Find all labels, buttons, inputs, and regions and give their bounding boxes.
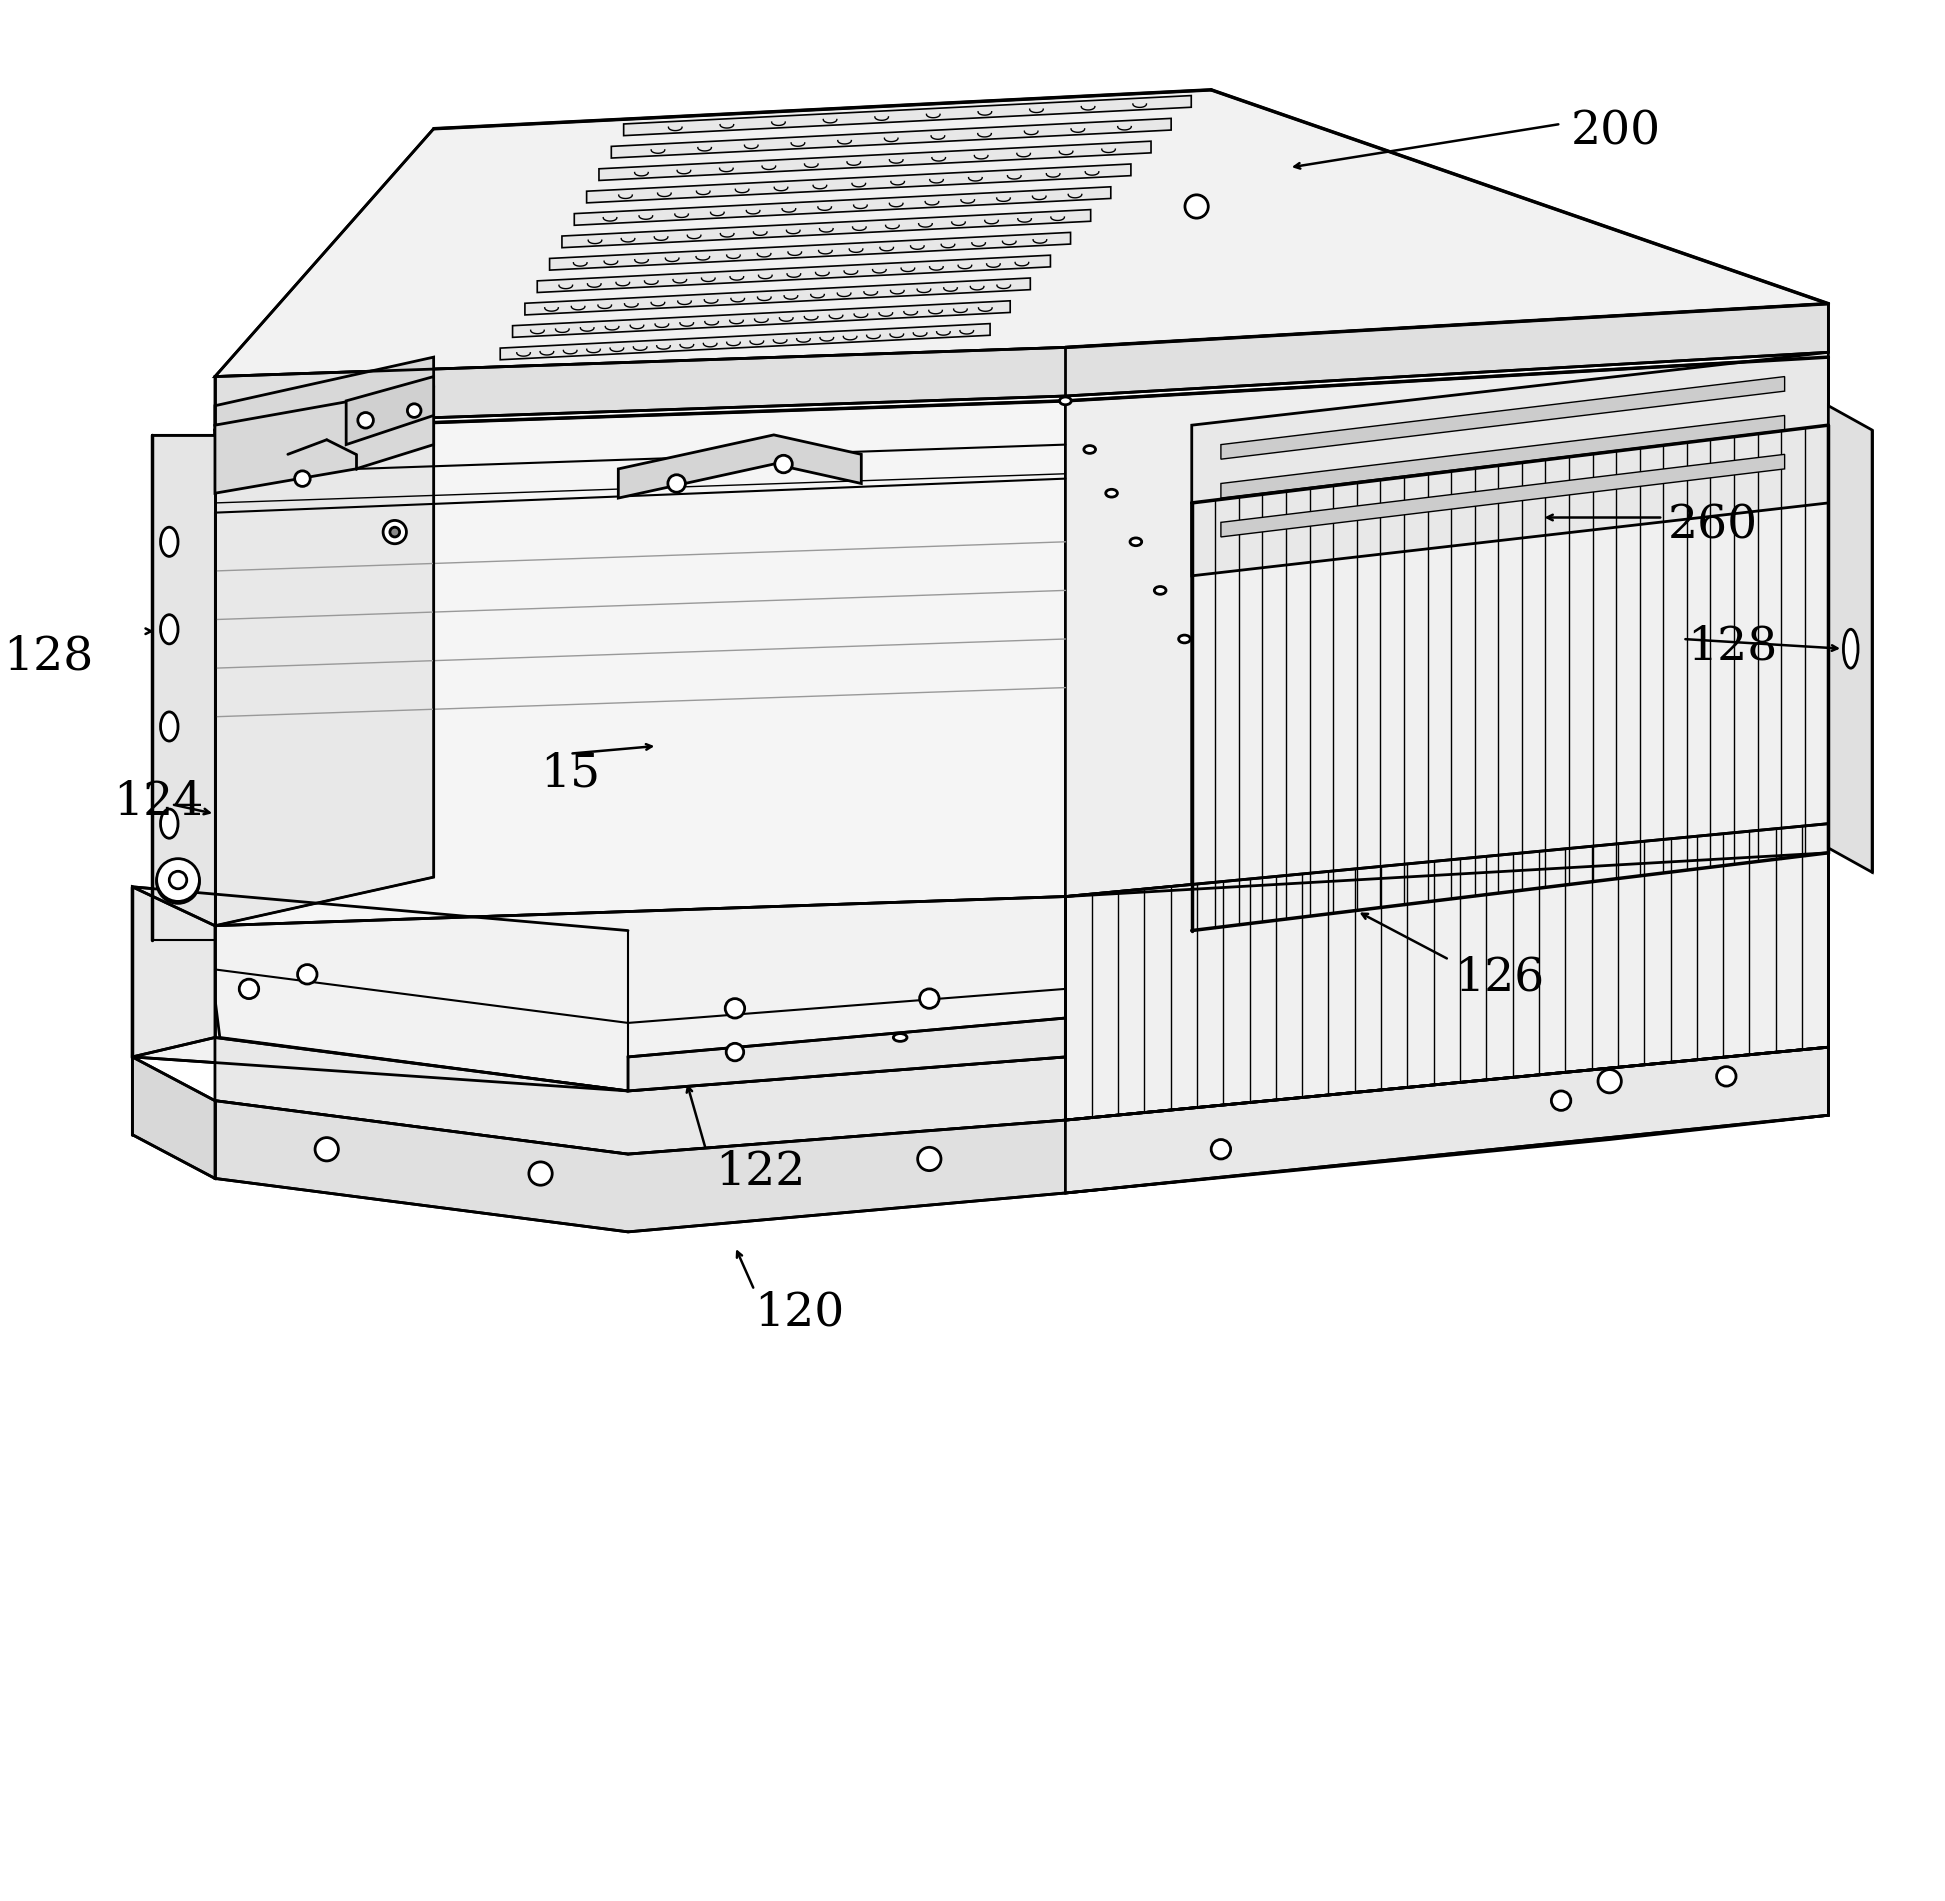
Ellipse shape: [161, 614, 179, 644]
Polygon shape: [1066, 357, 1828, 897]
Circle shape: [315, 1137, 338, 1162]
Ellipse shape: [161, 810, 179, 838]
Polygon shape: [1221, 376, 1786, 460]
Ellipse shape: [1130, 538, 1142, 546]
Polygon shape: [1221, 454, 1786, 536]
Polygon shape: [216, 386, 434, 926]
Polygon shape: [624, 95, 1190, 135]
Polygon shape: [587, 163, 1130, 203]
Circle shape: [358, 413, 373, 428]
Polygon shape: [346, 376, 434, 445]
Polygon shape: [132, 1057, 216, 1179]
Text: 128: 128: [4, 635, 93, 679]
Circle shape: [918, 1148, 941, 1171]
Circle shape: [725, 998, 745, 1019]
Text: 260: 260: [1669, 504, 1758, 547]
Ellipse shape: [1844, 629, 1857, 667]
Ellipse shape: [1179, 635, 1190, 643]
Circle shape: [169, 871, 187, 890]
Polygon shape: [152, 435, 216, 941]
Polygon shape: [1066, 1047, 1828, 1194]
Polygon shape: [611, 118, 1171, 158]
Polygon shape: [216, 897, 1066, 1091]
Circle shape: [1212, 1139, 1231, 1160]
Polygon shape: [132, 888, 628, 1091]
Polygon shape: [1192, 352, 1828, 576]
Circle shape: [920, 989, 939, 1008]
Circle shape: [407, 403, 420, 418]
Polygon shape: [216, 386, 434, 492]
Polygon shape: [1221, 416, 1786, 498]
Polygon shape: [619, 435, 862, 498]
Circle shape: [1552, 1091, 1572, 1110]
Circle shape: [1599, 1070, 1622, 1093]
Circle shape: [158, 859, 200, 901]
Circle shape: [1717, 1066, 1737, 1085]
Text: 15: 15: [541, 751, 601, 797]
Polygon shape: [1828, 405, 1873, 873]
Circle shape: [774, 456, 792, 473]
Circle shape: [239, 979, 259, 998]
Ellipse shape: [1153, 587, 1165, 595]
Polygon shape: [500, 323, 990, 359]
Ellipse shape: [1083, 445, 1095, 452]
Circle shape: [294, 471, 309, 487]
Polygon shape: [525, 278, 1031, 316]
Circle shape: [169, 873, 189, 892]
Polygon shape: [216, 357, 434, 435]
Circle shape: [158, 861, 200, 903]
Circle shape: [529, 1162, 552, 1184]
Text: 128: 128: [1688, 624, 1778, 669]
Polygon shape: [216, 985, 1828, 1154]
Polygon shape: [537, 255, 1050, 293]
Polygon shape: [216, 304, 1828, 426]
Polygon shape: [628, 1019, 1066, 1091]
Ellipse shape: [161, 711, 179, 741]
Circle shape: [383, 521, 407, 544]
Circle shape: [1185, 194, 1208, 219]
Circle shape: [667, 475, 685, 492]
Polygon shape: [216, 89, 1828, 376]
Polygon shape: [1192, 426, 1828, 931]
Text: 126: 126: [1455, 954, 1544, 1000]
Polygon shape: [574, 186, 1111, 226]
Polygon shape: [513, 300, 1009, 336]
Ellipse shape: [1107, 489, 1116, 496]
Ellipse shape: [161, 527, 179, 557]
Text: 124: 124: [113, 779, 204, 825]
Text: 120: 120: [755, 1291, 844, 1336]
Polygon shape: [550, 232, 1070, 270]
Polygon shape: [1066, 823, 1828, 1120]
Polygon shape: [599, 141, 1151, 181]
Circle shape: [725, 1044, 743, 1061]
Text: 122: 122: [716, 1150, 805, 1194]
Circle shape: [298, 964, 317, 985]
Polygon shape: [216, 401, 1066, 926]
Polygon shape: [216, 1047, 1828, 1232]
Polygon shape: [132, 888, 216, 1057]
Polygon shape: [562, 209, 1091, 247]
Ellipse shape: [893, 1034, 906, 1042]
Polygon shape: [1066, 823, 1828, 1120]
Circle shape: [389, 527, 399, 536]
Ellipse shape: [1060, 397, 1072, 405]
Text: 200: 200: [1572, 108, 1661, 154]
